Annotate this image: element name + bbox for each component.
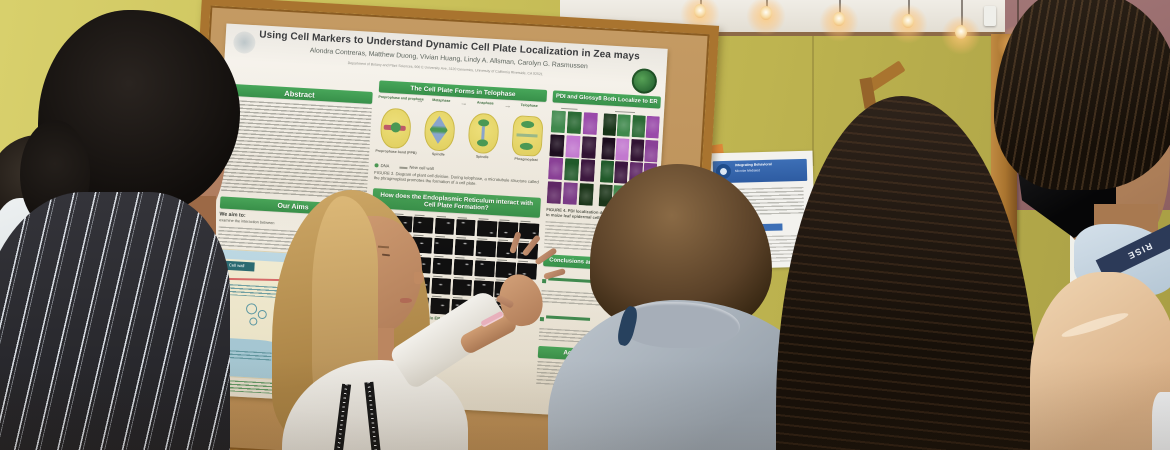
bullet-icon (542, 279, 546, 283)
bullet-icon (539, 316, 544, 321)
er-microscopy-tile (433, 234, 454, 255)
er-microscopy-tile (476, 217, 498, 237)
background-poster-title: Integrating Behavioral (734, 162, 772, 168)
cell-drawing (467, 112, 500, 155)
er-microscopy-tile (431, 254, 453, 275)
pdi-microscopy-tile (582, 112, 598, 135)
conclusion-lead (545, 315, 590, 321)
pdi-microscopy-tile (566, 111, 583, 135)
er-microscopy-tile (474, 257, 496, 277)
pdi-microscopy-tile (550, 110, 567, 134)
phase-metaphase: Metaphase Spindle (419, 98, 460, 159)
attendee-masked-hair (994, 0, 1170, 190)
pdi-microscopy-tile (645, 115, 660, 139)
er-microscopy-tile (455, 216, 477, 236)
er-microscopy-tile (434, 214, 456, 235)
er-microscopy-tile (451, 275, 473, 296)
er-microscopy-tile (430, 274, 452, 295)
pdi-microscopy-tile (616, 114, 632, 137)
pdi-microscopy-tile (549, 133, 565, 157)
phase-telophase: Telophase Phragmoplast (507, 103, 548, 164)
pdi-microscopy-tile (548, 157, 564, 181)
pdi-microscopy-tile (615, 137, 630, 161)
er-microscopy-tile (453, 255, 474, 276)
lab-logo (631, 67, 658, 95)
pdi-microscopy-tile (565, 134, 581, 158)
pdi-microscopy-tile (563, 158, 580, 181)
pdi-left-group (546, 106, 599, 206)
er-microscopy-tile (413, 213, 434, 234)
pdi-microscopy-tile (580, 135, 597, 159)
wall-seam (812, 36, 814, 166)
pdi-microscopy-tile (602, 113, 617, 137)
pdi-microscopy-tile (578, 182, 594, 206)
phase-preprophase: Preprophase and prophase Preprophase ban… (375, 95, 424, 156)
legend-dna-dot (374, 163, 379, 168)
pdi-microscopy-tile (631, 114, 646, 138)
vesicle (245, 303, 258, 315)
er-microscopy-tile (475, 237, 497, 257)
pdi-microscopy-tile (629, 138, 645, 162)
cell-drawing (511, 115, 544, 157)
attendee-gray-collar (622, 302, 740, 348)
background-poster-subtitle: Microbe Mediated (734, 169, 761, 173)
cell-drawing (379, 107, 412, 150)
ceiling-trim (560, 32, 1010, 36)
pdi-microscopy-tile (601, 136, 616, 160)
presenter-lips (400, 298, 412, 303)
telophase-diagram: Preprophase and prophase Preprophase ban… (375, 95, 546, 170)
pdi-left-grid (546, 110, 598, 206)
pdi-microscopy-tile (579, 159, 596, 182)
er-microscopy-tile (454, 235, 476, 256)
vesicle (249, 317, 258, 326)
pdi-microscopy-tile (599, 160, 615, 183)
light-switch-plate (984, 6, 996, 26)
rise-lanyard-text: RISE (1125, 240, 1155, 262)
cell-drawing (423, 110, 456, 152)
legend-wall-line (399, 166, 408, 170)
pdi-microscopy-tile (546, 180, 563, 204)
phase-anaphase: Anaphase Spindle (463, 100, 504, 161)
pdi-microscopy-tile (644, 139, 659, 162)
abstract-text (220, 99, 372, 200)
presenter-nose (414, 272, 424, 284)
pdi-microscopy-tile (614, 161, 629, 184)
pdi-microscopy-tile (562, 181, 579, 205)
er-microscopy-tile (429, 294, 451, 315)
attendee-striped-shirt-body (0, 192, 230, 450)
vesicle (257, 309, 268, 320)
attendee-masked-vest (1030, 272, 1170, 450)
white-sleeve-edge (1152, 392, 1170, 450)
